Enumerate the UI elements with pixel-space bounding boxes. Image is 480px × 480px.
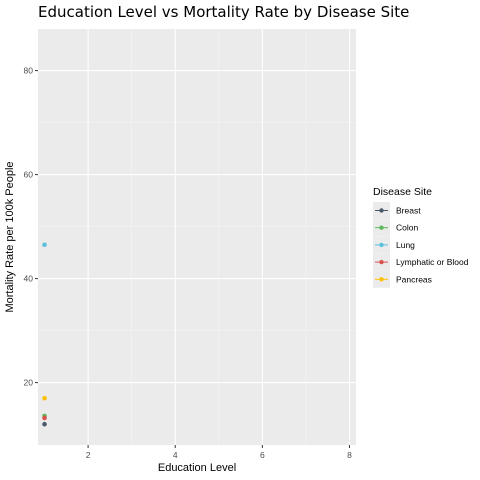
x-tick-label: 6 xyxy=(260,450,265,460)
legend-items: Breast Colon Lung Lymphatic or Blood Pancrea… xyxy=(373,202,469,288)
legend-key-point xyxy=(379,225,384,230)
y-tick-label: 80 xyxy=(24,66,34,76)
data-point-lung xyxy=(42,242,47,248)
data-point-breast xyxy=(42,421,47,427)
y-axis-ticks: 20 40 60 80 xyxy=(24,66,38,388)
legend-key-point xyxy=(379,259,384,265)
x-axis-title: Education Level xyxy=(158,462,236,474)
data-points xyxy=(42,242,47,427)
y-axis-title: Mortality Rate per 100k People xyxy=(4,161,16,312)
chart-title: Education Level vs Mortality Rate by Dis… xyxy=(38,3,409,21)
data-point-lymphatic-or-blood xyxy=(42,415,47,421)
data-point-pancreas xyxy=(42,395,47,401)
legend-key-point xyxy=(379,208,384,213)
plot-panel xyxy=(38,29,356,445)
y-tick-label: 60 xyxy=(24,170,34,180)
legend-key-point xyxy=(379,277,384,282)
legend-label-colon: Colon xyxy=(396,223,418,233)
legend-label-pancreas: Pancreas xyxy=(396,274,432,284)
y-tick-label: 40 xyxy=(24,274,34,284)
legend: Disease Site Breast Colon Lung Lymphatic or… xyxy=(373,186,469,288)
legend-title: Disease Site xyxy=(373,186,432,198)
legend-label-lung: Lung xyxy=(396,240,415,250)
legend-key-point xyxy=(379,242,384,248)
legend-label-breast: Breast xyxy=(396,206,421,216)
x-tick-label: 4 xyxy=(173,450,178,460)
grid-lines xyxy=(38,29,356,445)
x-tick-label: 8 xyxy=(347,450,352,460)
legend-label-lymphatic-or-blood: Lymphatic or Blood xyxy=(396,257,469,267)
y-tick-label: 20 xyxy=(24,378,34,388)
x-tick-label: 2 xyxy=(86,450,91,460)
x-axis-ticks: 2 4 6 8 xyxy=(86,445,352,460)
